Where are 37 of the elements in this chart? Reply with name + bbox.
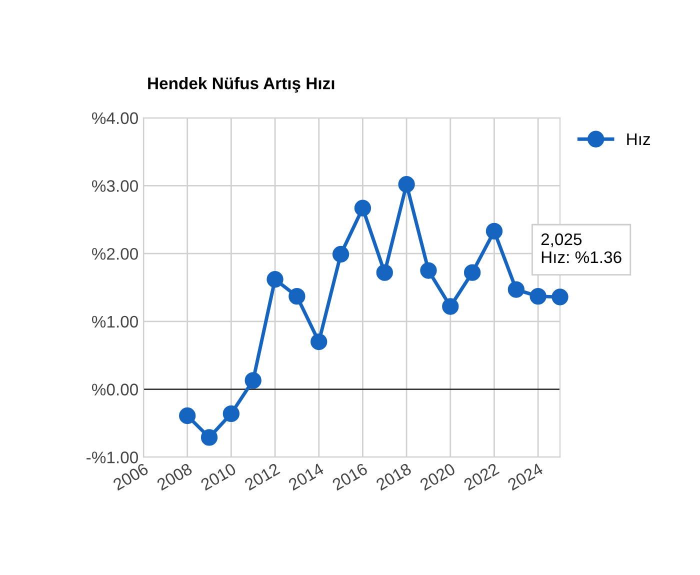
y-tick-label: -%1.00 <box>86 452 138 464</box>
point <box>376 264 393 281</box>
x-tick-label: 2014 <box>288 462 325 491</box>
point <box>222 405 240 422</box>
point <box>354 200 372 216</box>
x-tick-label: 2008 <box>156 462 193 491</box>
x-tick-label: 2010 <box>200 462 237 491</box>
point <box>442 298 459 315</box>
x-tick-label: 2016 <box>332 462 368 491</box>
point <box>508 281 524 298</box>
point <box>332 246 350 263</box>
y-tick-label: %4.00 <box>92 112 138 124</box>
point <box>310 333 328 350</box>
point <box>530 288 546 305</box>
point <box>552 288 568 306</box>
annotation: 2,025 Hız: %1.36 <box>541 233 622 264</box>
y-tick-label: %2.00 <box>92 248 138 260</box>
point <box>464 264 481 281</box>
point <box>486 222 503 240</box>
x-tick-label: 2012 <box>244 462 280 491</box>
x-tick-label: 2024 <box>506 462 544 491</box>
x-tick-label: 2020 <box>419 462 456 491</box>
chart-title: Hendek Nüfus Artış Hızı <box>148 77 334 93</box>
point <box>288 288 306 305</box>
x-tick-label: 2018 <box>375 462 412 491</box>
point <box>244 372 262 389</box>
y-tick-label: %1.00 <box>92 316 138 328</box>
point <box>179 407 196 424</box>
point <box>398 176 415 193</box>
x-tick-label: 2022 <box>463 462 500 491</box>
point <box>266 271 284 288</box>
point <box>200 429 218 446</box>
point <box>420 262 437 279</box>
legend-label: Hız <box>627 133 650 145</box>
x-tick-label: 2006 <box>112 462 149 491</box>
y-tick-label: %0.00 <box>92 384 138 396</box>
y-tick-label: %3.00 <box>92 180 138 192</box>
